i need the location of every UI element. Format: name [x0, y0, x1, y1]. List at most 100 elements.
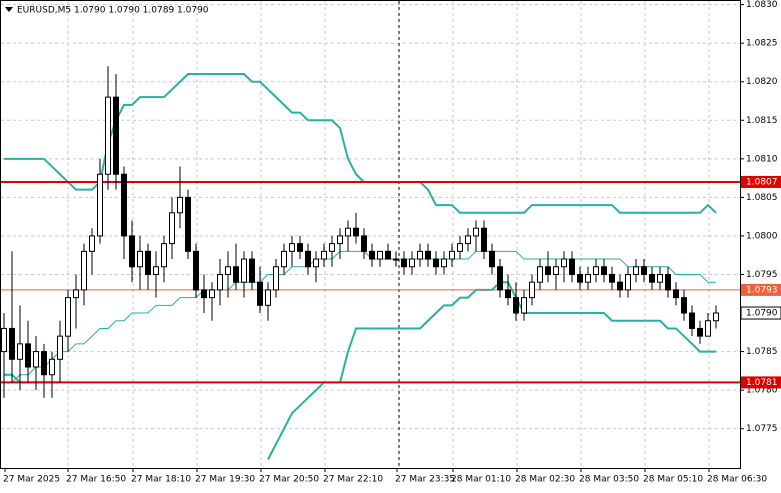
y-tick-label: 1.0820	[746, 77, 778, 87]
candle-body	[1, 327, 7, 353]
candle-body	[489, 250, 495, 268]
current-price-box	[740, 306, 781, 320]
y-tick-label: 1.0795	[746, 270, 778, 280]
candle-body	[505, 289, 511, 299]
candle-body	[521, 297, 527, 314]
candle-body	[225, 266, 231, 275]
candle-body	[425, 250, 431, 260]
y-tick-label: 1.0825	[746, 39, 778, 49]
candle-body	[81, 250, 87, 291]
candle-body	[537, 266, 543, 283]
level-label: 1.0781	[746, 378, 778, 388]
candle-body	[529, 281, 535, 299]
candle-body	[585, 273, 591, 283]
candle-body	[601, 266, 607, 275]
candle-body	[25, 343, 31, 368]
candle-body	[417, 250, 423, 260]
candle-body	[177, 196, 183, 214]
candle-body	[593, 266, 599, 275]
candle-body	[89, 235, 95, 252]
candle-body	[569, 258, 575, 275]
menu-arrow	[5, 7, 13, 12]
candle-body	[345, 227, 351, 237]
candle-body	[649, 273, 655, 283]
candle-body	[73, 289, 79, 299]
candle-body	[393, 258, 399, 261]
plot-frame	[0, 0, 741, 469]
y-tick-label: 1.0805	[746, 193, 778, 203]
x-tick-label: 28 Mar 06:30	[707, 475, 767, 485]
candle-body	[57, 335, 63, 360]
candle-body	[609, 273, 615, 283]
y-tick-label: 1.0775	[746, 424, 778, 434]
candle-body	[385, 250, 391, 260]
candle-body	[113, 96, 119, 175]
candle-body	[97, 173, 103, 237]
candle-body	[353, 227, 359, 237]
candle-body	[313, 258, 319, 268]
level-label: 1.0793	[746, 285, 778, 295]
candle-body	[473, 227, 479, 237]
y-tick-label: 1.0780	[746, 386, 778, 396]
candle-body	[145, 250, 151, 275]
candle-body	[49, 358, 55, 376]
x-tick-label: 27 Mar 18:10	[131, 475, 191, 485]
x-tick-label: 28 Mar 01:10	[451, 475, 511, 485]
candle-body	[121, 173, 127, 237]
candle-body	[65, 297, 71, 337]
candle-body	[281, 250, 287, 268]
candle-body	[681, 297, 687, 314]
candle-body	[577, 273, 583, 283]
x-tick-label: 28 Mar 02:30	[515, 475, 575, 485]
x-tick-label: 28 Mar 03:50	[579, 475, 639, 485]
candle-body	[409, 258, 415, 268]
candle-body	[401, 258, 407, 268]
candle-body	[329, 243, 335, 252]
candle-body	[217, 273, 223, 291]
candle-body	[153, 266, 159, 275]
candle-body	[433, 258, 439, 268]
candle-body	[137, 250, 143, 268]
candle-body	[337, 235, 343, 245]
y-tick-label: 1.0785	[746, 347, 778, 357]
axes: 1.0830 1.0825 1.0820 1.0815 1.0810 1.0805 1.08…	[3, 0, 781, 485]
candle-body	[457, 243, 463, 252]
candle-body	[41, 351, 47, 376]
x-tick-label: 28 Mar 05:10	[643, 475, 703, 485]
candle-body	[689, 312, 695, 329]
candle-body	[289, 243, 295, 252]
candle-body	[665, 273, 671, 291]
candle-body	[361, 235, 367, 252]
y-tick-label: 1.0800	[746, 231, 778, 241]
x-tick-label: 27 Mar 16:50	[66, 475, 126, 485]
candle-body	[321, 250, 327, 260]
candle-body	[129, 235, 135, 268]
candle-body	[249, 258, 255, 283]
candle-body	[193, 250, 199, 291]
candle-body	[233, 266, 239, 283]
level-label-box	[741, 376, 781, 389]
candle-body	[705, 320, 711, 337]
y-tick-label: 1.0810	[746, 154, 778, 164]
candle-body	[297, 243, 303, 252]
candle-body	[553, 266, 559, 275]
candle-body	[441, 258, 447, 268]
bollinger-band	[4, 73, 717, 214]
candle-body	[161, 243, 167, 268]
candle-body	[169, 212, 175, 245]
candle-body	[185, 196, 191, 252]
x-tick-label: 27 Mar 20:50	[259, 475, 319, 485]
candle-body	[633, 266, 639, 275]
candle-body	[641, 266, 647, 275]
plot	[1, 66, 740, 460]
candle-body	[209, 289, 215, 299]
x-tick-label: 27 Mar 22:10	[323, 475, 383, 485]
x-tick-label: 27 Mar 23:35	[395, 475, 455, 485]
candle-body	[449, 250, 455, 260]
candle-body	[33, 351, 39, 368]
candle-body	[713, 312, 719, 322]
level-label-box	[741, 283, 781, 296]
candle-body	[561, 258, 567, 268]
x-tick-label: 27 Mar 2025	[3, 475, 60, 485]
